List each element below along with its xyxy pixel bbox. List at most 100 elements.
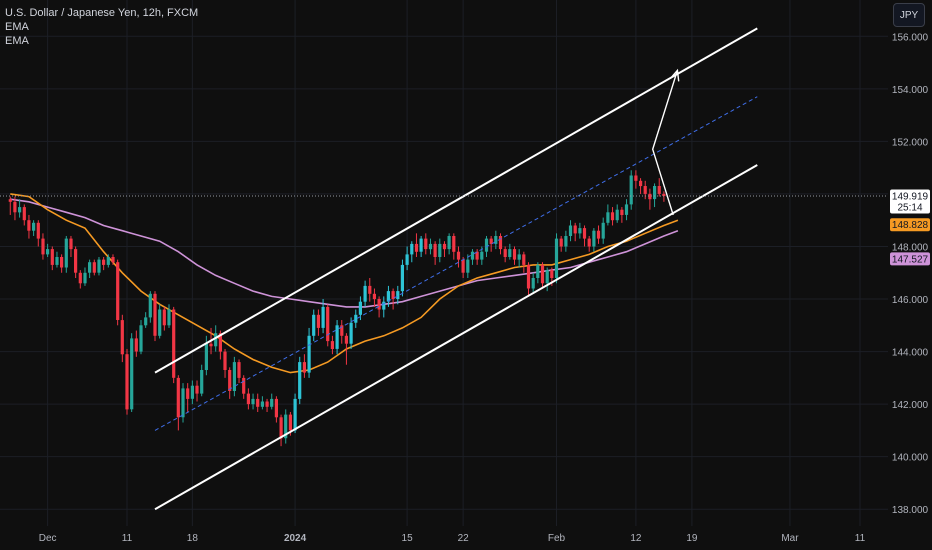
candle [260, 396, 264, 410]
candle [46, 243, 50, 257]
candle [284, 409, 288, 444]
candle-body [470, 251, 475, 260]
candle [396, 285, 400, 305]
ema-fast-badge-bg [890, 218, 930, 232]
candle [111, 254, 115, 265]
candle-body [246, 393, 250, 405]
candle [223, 348, 227, 378]
candle [522, 251, 526, 273]
candle-body [559, 238, 563, 247]
candle [97, 256, 101, 276]
candle [307, 327, 311, 378]
candle-body [116, 262, 120, 320]
candle-body [480, 251, 484, 260]
candle-body [639, 180, 643, 187]
price-tick-label: 152.000 [892, 137, 929, 148]
candle [316, 309, 320, 336]
time-tick-label: 11 [855, 533, 866, 544]
candle [526, 262, 531, 297]
candle [428, 238, 433, 255]
ema-legend-1[interactable]: EMA [5, 21, 29, 33]
candle [172, 306, 176, 384]
candle [36, 220, 40, 247]
candle [596, 225, 601, 244]
candle [466, 254, 470, 279]
ema-slow-badge-bg [890, 252, 930, 266]
candle [414, 233, 419, 257]
ema-legend-2[interactable]: EMA [5, 35, 29, 47]
candle-body [74, 249, 78, 273]
candle [27, 214, 31, 239]
candle [470, 249, 475, 265]
candle-body [260, 401, 264, 407]
time-tick-label: 12 [630, 533, 642, 544]
candle [354, 309, 358, 328]
candle-body [111, 257, 115, 263]
candle [400, 259, 404, 297]
candle [32, 220, 36, 236]
candle [106, 254, 110, 268]
candle-body [620, 209, 624, 215]
candle-body [176, 377, 180, 418]
candle-body [400, 264, 404, 292]
candle [181, 383, 185, 423]
candle-body [130, 338, 134, 410]
projection-arrow-head [669, 68, 680, 82]
candle-body [106, 257, 110, 265]
candle-body [564, 236, 568, 247]
candle [508, 243, 512, 260]
candle [475, 249, 479, 265]
candle-body [326, 306, 330, 342]
candle-body [424, 238, 428, 250]
candle [503, 246, 507, 263]
candle [232, 356, 236, 397]
candle-body [442, 243, 447, 250]
candle-body [452, 236, 456, 252]
candle-body [46, 249, 50, 255]
currency-button[interactable]: JPY [893, 3, 925, 27]
candle-body [102, 259, 106, 265]
candle-body [144, 317, 148, 326]
candle-body [578, 228, 582, 234]
time-tick-label: 2024 [284, 533, 307, 544]
candle [554, 233, 559, 284]
candle-body [475, 251, 479, 260]
candle-body [662, 193, 666, 196]
candle-body [279, 417, 283, 439]
time-axis[interactable]: Dec 11 18 2024 15 22 Feb 12 19 Mar 11 [39, 533, 866, 544]
candle [326, 304, 330, 347]
candle [251, 393, 255, 410]
candle [559, 235, 563, 252]
candle [382, 296, 386, 318]
candle [13, 196, 17, 221]
candle-body [265, 401, 269, 407]
candle [452, 233, 456, 260]
candle-body [419, 238, 423, 252]
candle-body [139, 325, 143, 352]
candle-body [610, 212, 615, 221]
candle [120, 314, 124, 363]
time-tick-label: Dec [39, 533, 57, 544]
symbol-title[interactable]: U.S. Dollar / Japanese Yen, 12h, FXCM [5, 7, 199, 19]
candle-body [78, 272, 82, 284]
candle [601, 217, 605, 244]
candle [321, 299, 325, 334]
candle-body [526, 264, 531, 289]
time-tick-label: 18 [187, 533, 199, 544]
candle [195, 380, 199, 402]
price-tick-label: 142.000 [892, 400, 929, 411]
candle-body [200, 370, 204, 394]
candle [494, 230, 498, 250]
channel-lower-line [154, 164, 758, 511]
candle [582, 225, 587, 247]
candle [442, 241, 447, 257]
candle-body [223, 351, 227, 370]
candle [237, 359, 241, 384]
candle-body [508, 249, 512, 257]
candle [74, 246, 78, 279]
candle [116, 259, 120, 326]
candle [125, 348, 129, 415]
candle [242, 375, 246, 399]
